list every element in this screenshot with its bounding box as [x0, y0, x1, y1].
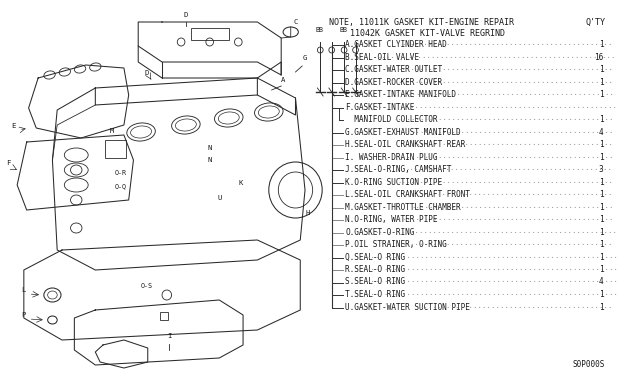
Text: K: K: [238, 180, 243, 186]
Text: G: G: [303, 55, 307, 61]
Text: 1: 1: [599, 190, 604, 199]
Text: 1: 1: [599, 302, 604, 311]
Text: ........................................................: ........................................…: [366, 265, 618, 271]
Text: 1: 1: [599, 40, 604, 49]
Text: 1: 1: [599, 202, 604, 212]
Text: 1: 1: [599, 140, 604, 149]
Bar: [105, 140, 126, 158]
Text: ...............................................: ........................................…: [401, 240, 613, 246]
Text: I: I: [167, 333, 171, 339]
Text: F: F: [6, 160, 10, 166]
Text: 1: 1: [599, 215, 604, 224]
Text: D.GASKET-ROCKER COVER: D.GASKET-ROCKER COVER: [345, 77, 442, 87]
Text: 1: 1: [599, 240, 604, 249]
Text: .............................................: ........................................…: [411, 128, 614, 134]
Text: .................................................: ........................................…: [394, 115, 614, 121]
Text: U.GASKET-WATER SUCTION PIPE: U.GASKET-WATER SUCTION PIPE: [345, 302, 470, 311]
Text: 1: 1: [599, 290, 604, 299]
Text: 4: 4: [599, 278, 604, 286]
Bar: [160, 312, 168, 320]
Text: S.SEAL-O RING: S.SEAL-O RING: [345, 278, 405, 286]
Text: 1: 1: [599, 153, 604, 161]
Text: E: E: [12, 123, 16, 129]
Text: Q'TY: Q'TY: [585, 18, 605, 27]
Text: 1: 1: [599, 77, 604, 87]
Text: H.SEAL-OIL CRANKSHAFT REAR: H.SEAL-OIL CRANKSHAFT REAR: [345, 140, 465, 149]
Text: ...........................................: ........................................…: [419, 190, 612, 196]
Text: O-Q: O-Q: [115, 183, 126, 189]
Text: 3: 3: [599, 165, 604, 174]
Bar: [191, 28, 228, 40]
Text: C.GASKET-WATER OUTLET: C.GASKET-WATER OUTLET: [345, 65, 442, 74]
Text: 1: 1: [599, 90, 604, 99]
Text: 4: 4: [599, 128, 604, 137]
Text: .................................................: ........................................…: [394, 215, 614, 221]
Text: K.O-RING SUCTION PIPE: K.O-RING SUCTION PIPE: [345, 177, 442, 186]
Text: N: N: [208, 157, 212, 163]
Text: ...............................................: ........................................…: [401, 40, 613, 46]
Text: J.SEAL-O-RING, CAMSHAFT: J.SEAL-O-RING, CAMSHAFT: [345, 165, 451, 174]
Text: H: H: [305, 210, 309, 216]
Text: BB: BB: [339, 27, 348, 33]
Text: Q.SEAL-O RING: Q.SEAL-O RING: [345, 253, 405, 262]
Text: O.GASKET-O-RING: O.GASKET-O-RING: [345, 228, 415, 237]
Text: 16: 16: [594, 52, 604, 61]
Text: P.OIL STRAINER, O-RING: P.OIL STRAINER, O-RING: [345, 240, 447, 249]
Text: A.GASKET CLYINDER HEAD: A.GASKET CLYINDER HEAD: [345, 40, 447, 49]
Text: I. WASHER-DRAIN PLUG: I. WASHER-DRAIN PLUG: [345, 153, 438, 161]
Text: ........................................................: ........................................…: [366, 253, 618, 259]
Text: .....................................................: ........................................…: [378, 52, 616, 58]
Text: ............................................: ........................................…: [415, 140, 613, 146]
Text: ................................................: ........................................…: [397, 177, 614, 183]
Text: ..............................................: ........................................…: [405, 165, 612, 171]
Text: ......................................................: ........................................…: [374, 103, 617, 109]
Text: F.GASKET-INTAKE: F.GASKET-INTAKE: [345, 103, 415, 112]
Text: MANIFOLD COLLECTOR: MANIFOLD COLLECTOR: [345, 115, 438, 124]
Text: S0P000S: S0P000S: [573, 360, 605, 369]
Text: 1: 1: [599, 115, 604, 124]
Text: ........................................................: ........................................…: [366, 290, 618, 296]
Text: C: C: [294, 19, 298, 25]
Text: M.GASKET-THROTTLE CHAMBER: M.GASKET-THROTTLE CHAMBER: [345, 202, 461, 212]
Text: 1: 1: [599, 228, 604, 237]
Text: ...........................................: ........................................…: [419, 302, 612, 308]
Text: L.SEAL-OIL CRANKSHAFT FRONT: L.SEAL-OIL CRANKSHAFT FRONT: [345, 190, 470, 199]
Text: 1: 1: [599, 253, 604, 262]
Text: R.SEAL-O RING: R.SEAL-O RING: [345, 265, 405, 274]
Text: ................................................: ........................................…: [397, 65, 614, 71]
Text: 1: 1: [599, 177, 604, 186]
Text: L: L: [21, 287, 26, 293]
Text: ................................................: ........................................…: [397, 77, 614, 83]
Text: N: N: [208, 145, 212, 151]
Text: E.GASKET-INTAKE MANIFOLD: E.GASKET-INTAKE MANIFOLD: [345, 90, 456, 99]
Text: U: U: [218, 195, 221, 201]
Text: G.GASKET-EXHAUST MANIFOLD: G.GASKET-EXHAUST MANIFOLD: [345, 128, 461, 137]
Text: NOTE, 11011K GASKET KIT-ENGINE REPAIR: NOTE, 11011K GASKET KIT-ENGINE REPAIR: [329, 18, 514, 27]
Text: D: D: [145, 70, 149, 76]
Text: D: D: [183, 12, 188, 18]
Text: B.SEAL-OIL VALVE: B.SEAL-OIL VALVE: [345, 52, 419, 61]
Text: ........................................................: ........................................…: [366, 278, 618, 283]
Text: A: A: [281, 77, 285, 83]
Text: N.O-RING, WATER PIPE: N.O-RING, WATER PIPE: [345, 215, 438, 224]
Text: M: M: [109, 128, 114, 134]
Text: P: P: [21, 312, 26, 318]
Text: 1: 1: [599, 65, 604, 74]
Text: 1: 1: [599, 265, 604, 274]
Text: 11042K GASKET KIT-VALVE REGRIND: 11042K GASKET KIT-VALVE REGRIND: [350, 29, 505, 38]
Text: .................................................: ........................................…: [394, 153, 614, 158]
Text: O-R: O-R: [115, 170, 126, 176]
Text: T.SEAL-O RING: T.SEAL-O RING: [345, 290, 405, 299]
Text: ..............................................: ........................................…: [407, 90, 614, 96]
Text: ......................................................: ........................................…: [374, 228, 617, 234]
Text: O-S: O-S: [141, 283, 153, 289]
Text: BB: BB: [316, 27, 323, 33]
Text: .............................................: ........................................…: [411, 202, 614, 208]
